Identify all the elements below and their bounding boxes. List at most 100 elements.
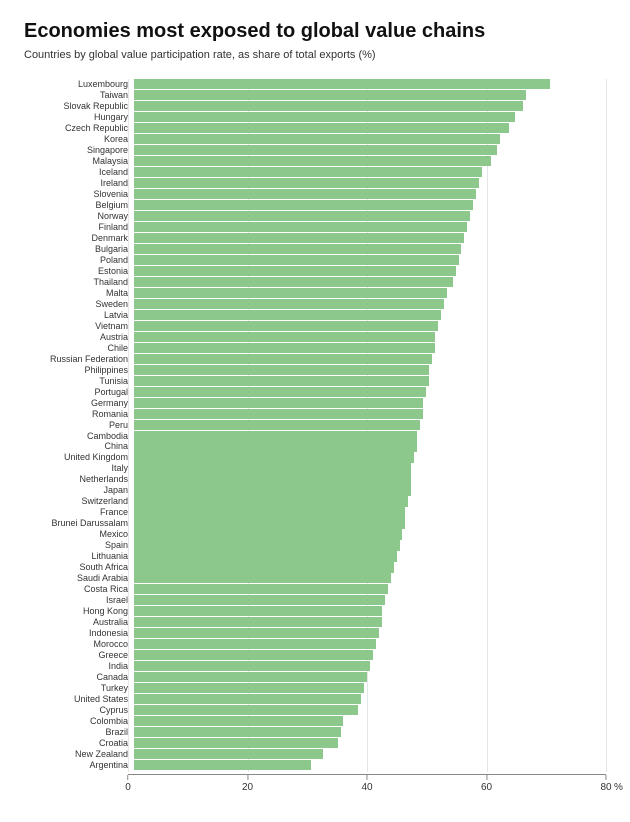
plot-area: LuxembourgTaiwanSlovak RepublicHungaryCz… [24, 79, 606, 772]
bar-row: Malaysia [24, 156, 606, 166]
bar-row: Costa Rica [24, 584, 606, 594]
bar-track [134, 332, 606, 342]
bar [134, 760, 311, 770]
bar-row: Croatia [24, 738, 606, 748]
bar-label: Cambodia [24, 431, 134, 441]
bar-label: Iceland [24, 167, 134, 177]
bar-track [134, 639, 606, 649]
bar-track [134, 398, 606, 408]
gridline [606, 79, 607, 772]
bar-row: Chile [24, 343, 606, 353]
bar [134, 617, 382, 627]
bar-label: Costa Rica [24, 584, 134, 594]
tick-mark [606, 775, 607, 780]
bar-track [134, 112, 606, 122]
bar-row: Cambodia [24, 431, 606, 441]
bar [134, 606, 382, 616]
bar-row: United States [24, 694, 606, 704]
bar-label: Malaysia [24, 156, 134, 166]
bar [134, 727, 341, 737]
bar-row: Finland [24, 222, 606, 232]
x-axis: 020406080% [128, 774, 606, 795]
bar [134, 277, 453, 287]
bar-label: Slovenia [24, 189, 134, 199]
chart-subtitle: Countries by global value participation … [24, 49, 606, 61]
bar-row: New Zealand [24, 749, 606, 759]
tick-mark [367, 775, 368, 780]
bar [134, 299, 444, 309]
bar-label: China [24, 441, 134, 451]
bar-row: Slovak Republic [24, 101, 606, 111]
bar-track [134, 628, 606, 638]
bar-row: Switzerland [24, 496, 606, 506]
bar [134, 288, 447, 298]
bar-row: Singapore [24, 145, 606, 155]
bar-track [134, 705, 606, 715]
bar-row: Hungary [24, 112, 606, 122]
bar-row: Australia [24, 617, 606, 627]
bar-label: Brazil [24, 727, 134, 737]
bar [134, 639, 376, 649]
bar-row: Sweden [24, 299, 606, 309]
bar-label: Malta [24, 288, 134, 298]
bar [134, 255, 459, 265]
x-axis-unit: % [614, 782, 623, 793]
bar [134, 452, 414, 462]
bar-track [134, 178, 606, 188]
bar-label: Japan [24, 485, 134, 495]
bar-track [134, 573, 606, 583]
bar-track [134, 661, 606, 671]
bar-track [134, 222, 606, 232]
x-tick: 20 [242, 775, 253, 793]
bar-label: Cyprus [24, 705, 134, 715]
bar-label: Luxembourg [24, 79, 134, 89]
bar [134, 365, 429, 375]
bar [134, 343, 435, 353]
bar [134, 266, 456, 276]
bar-label: United Kingdom [24, 452, 134, 462]
bar-label: Canada [24, 672, 134, 682]
bar-track [134, 233, 606, 243]
bar-track [134, 683, 606, 693]
bar-track [134, 672, 606, 682]
bar [134, 145, 497, 155]
bar [134, 420, 420, 430]
bar-track [134, 376, 606, 386]
x-tick-label: 60 [481, 782, 492, 793]
bar-row: Mexico [24, 529, 606, 539]
bar-track [134, 79, 606, 89]
bar-track [134, 540, 606, 550]
bar-label: Austria [24, 332, 134, 342]
bar-label: Australia [24, 617, 134, 627]
bar-row: South Africa [24, 562, 606, 572]
bar-row: United Kingdom [24, 452, 606, 462]
bar-label: Korea [24, 134, 134, 144]
x-tick: 40 [361, 775, 372, 793]
bar-track [134, 431, 606, 441]
bar-row: Tunisia [24, 376, 606, 386]
bar [134, 398, 423, 408]
bar-track [134, 496, 606, 506]
bar-row: Malta [24, 288, 606, 298]
bar [134, 134, 500, 144]
bar-label: Netherlands [24, 474, 134, 484]
bar-track [134, 277, 606, 287]
bar-label: Singapore [24, 145, 134, 155]
bar-row: Thailand [24, 277, 606, 287]
bar [134, 376, 429, 386]
chart-title: Economies most exposed to global value c… [24, 20, 606, 43]
bar-row: India [24, 661, 606, 671]
bar-track [134, 529, 606, 539]
bar-track [134, 409, 606, 419]
bar-label: Estonia [24, 266, 134, 276]
bar-row: Denmark [24, 233, 606, 243]
bar-track [134, 738, 606, 748]
bar-track [134, 551, 606, 561]
bar-label: Latvia [24, 310, 134, 320]
x-tick: 80 [600, 775, 611, 793]
bar [134, 244, 461, 254]
bar-label: Turkey [24, 683, 134, 693]
bar-label: Germany [24, 398, 134, 408]
bar-row: Luxembourg [24, 79, 606, 89]
bar-track [134, 474, 606, 484]
